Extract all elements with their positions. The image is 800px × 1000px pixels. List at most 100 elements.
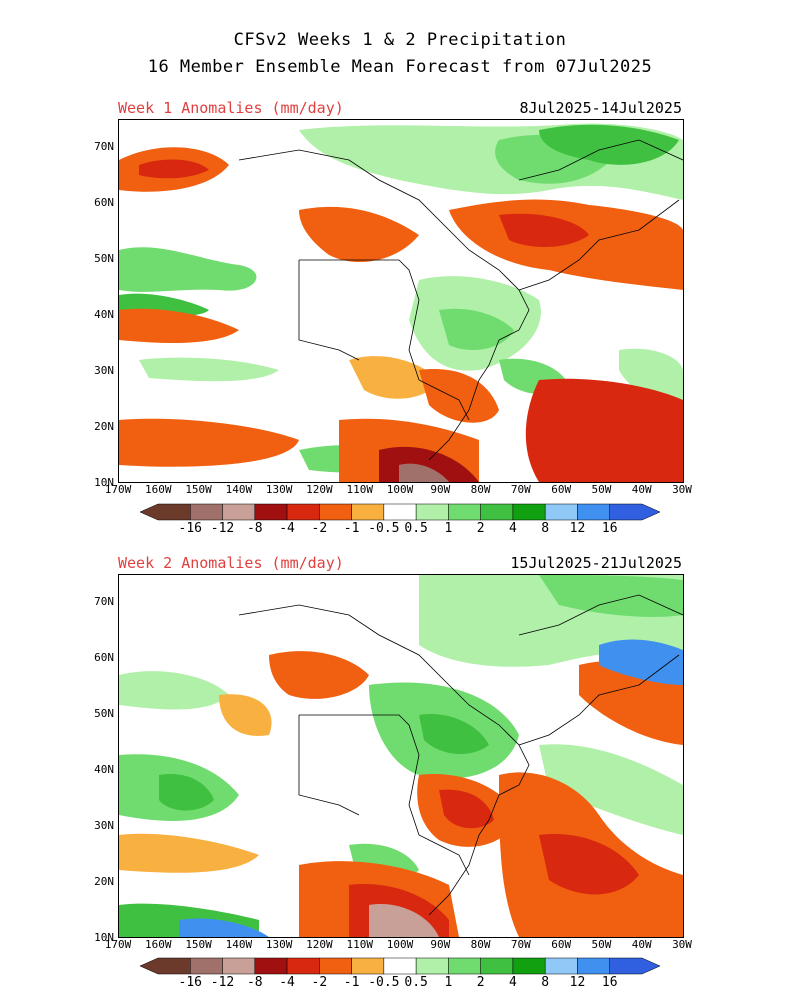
colorbar-tick-label: -1	[343, 975, 360, 990]
lon-tick-label: 120W	[306, 483, 333, 496]
colorbar-swatch	[577, 503, 610, 521]
colorbar-tick-label: 12	[569, 975, 586, 990]
lat-tick-label: 30N	[94, 819, 114, 832]
coastlines	[238, 594, 683, 916]
colorbar-tick-label: 0.5	[404, 521, 428, 536]
colorbar-swatch	[415, 957, 449, 975]
week2-anomaly-map	[118, 574, 684, 938]
lon-tick-label: 110W	[346, 938, 373, 951]
colorbar-swatch	[480, 503, 514, 521]
colorbar-tick-label: 0.5	[404, 975, 428, 990]
lon-tick-label: 30W	[672, 938, 692, 951]
colorbar-swatch	[140, 503, 191, 521]
colorbar-tick-label: -8	[246, 521, 263, 536]
lat-tick-label: 50N	[94, 252, 114, 265]
week2-colorbar	[140, 957, 660, 975]
lon-tick-label: 60W	[551, 483, 572, 496]
lat-tick-label: 10N	[94, 476, 114, 489]
colorbar-swatch	[448, 957, 481, 975]
colorbar-tick-label: 1	[444, 975, 453, 990]
colorbar-tick-label: 1	[444, 521, 453, 536]
colorbar-swatch	[190, 503, 223, 521]
lon-tick-label: 40W	[631, 938, 652, 951]
lon-tick-label: 150W	[185, 483, 212, 496]
lon-tick-label: 70W	[510, 483, 531, 496]
colorbar-swatch	[140, 957, 191, 975]
lon-tick-label: 160W	[145, 483, 172, 496]
lon-tick-label: 110W	[346, 483, 373, 496]
lon-tick-label: 100W	[386, 938, 414, 951]
lat-tick-label: 70N	[94, 140, 114, 153]
colorbar-swatch	[480, 957, 514, 975]
colorbar-tick-label: -0.5	[368, 521, 400, 536]
lon-tick-label: 90W	[430, 483, 451, 496]
colorbar-swatch	[512, 503, 546, 521]
colorbar-tick-label: 16	[601, 975, 618, 990]
dry-anomaly-regions	[119, 639, 683, 937]
lat-tick-label: 40N	[94, 763, 114, 776]
lon-tick-label: 70W	[510, 938, 531, 951]
colorbar-tick-label: -1	[343, 521, 360, 536]
lat-tick-label: 20N	[94, 420, 114, 433]
lon-tick-label: 130W	[265, 483, 293, 496]
colorbar-swatch	[319, 957, 352, 975]
colorbar-swatch	[577, 957, 610, 975]
lon-tick-label: 170W	[104, 483, 132, 496]
colorbar-swatch	[254, 957, 288, 975]
lat-tick-label: 60N	[94, 196, 114, 209]
colorbar-swatch	[319, 503, 352, 521]
colorbar-swatch	[286, 957, 320, 975]
colorbar-swatch	[512, 957, 546, 975]
colorbar-swatch	[383, 503, 417, 521]
lon-tick-label: 40W	[631, 483, 652, 496]
lat-tick-label: 40N	[94, 308, 114, 321]
dry-anomaly-regions	[119, 147, 683, 482]
week1-anomaly-map	[118, 119, 684, 483]
lon-tick-label: 120W	[306, 938, 333, 951]
colorbar-swatch	[222, 503, 256, 521]
lon-tick-label: 140W	[225, 938, 253, 951]
colorbar-tick-label: 4	[509, 521, 517, 536]
colorbar-tick-label: -4	[279, 975, 295, 990]
lon-tick-label: 30W	[672, 483, 692, 496]
lon-tick-label: 160W	[145, 938, 172, 951]
colorbar-swatch	[415, 503, 449, 521]
lat-tick-label: 30N	[94, 364, 114, 377]
colorbar-tick-label: -12	[210, 521, 235, 536]
colorbar-tick-label: -16	[178, 521, 202, 536]
lat-tick-label: 60N	[94, 651, 114, 664]
week1-label: Week 1 Anomalies (mm/day)	[118, 99, 344, 117]
colorbar-tick-label: 8	[541, 521, 550, 536]
colorbar-tick-label: -2	[311, 521, 328, 536]
colorbar-tick-label: 2	[476, 975, 485, 990]
week1-colorbar	[140, 503, 660, 521]
colorbar-swatch	[609, 957, 660, 975]
lon-tick-label: 80W	[470, 483, 491, 496]
colorbar-tick-label: -16	[178, 975, 202, 990]
lat-tick-label: 50N	[94, 707, 114, 720]
colorbar-swatch	[383, 957, 417, 975]
lon-tick-label: 100W	[386, 483, 414, 496]
colorbar-swatch	[544, 957, 578, 975]
figure-subtitle: 16 Member Ensemble Mean Forecast from 07…	[147, 57, 653, 77]
week2-dates: 15Jul2025-21Jul2025	[510, 554, 682, 572]
colorbar-tick-label: -12	[210, 975, 235, 990]
week1-dates: 8Jul2025-14Jul2025	[519, 99, 682, 117]
lon-tick-label: 170W	[104, 938, 132, 951]
colorbar-swatch	[609, 503, 660, 521]
colorbar-tick-label: 2	[476, 521, 485, 536]
lon-tick-label: 80W	[470, 938, 491, 951]
colorbar-tick-label: -4	[279, 521, 295, 536]
colorbar-tick-label: 16	[601, 521, 618, 536]
lon-tick-label: 50W	[591, 938, 612, 951]
lon-tick-label: 50W	[591, 483, 612, 496]
lat-tick-label: 10N	[94, 931, 114, 944]
colorbar-tick-label: -0.5	[368, 975, 400, 990]
figure-title: CFSv2 Weeks 1 & 2 Precipitation	[233, 30, 567, 50]
lat-tick-label: 70N	[94, 595, 114, 608]
lon-tick-label: 140W	[225, 483, 253, 496]
colorbar-tick-label: 4	[509, 975, 517, 990]
colorbar-tick-label: -8	[246, 975, 263, 990]
lon-tick-label: 130W	[265, 938, 293, 951]
colorbar-tick-label: 8	[541, 975, 550, 990]
